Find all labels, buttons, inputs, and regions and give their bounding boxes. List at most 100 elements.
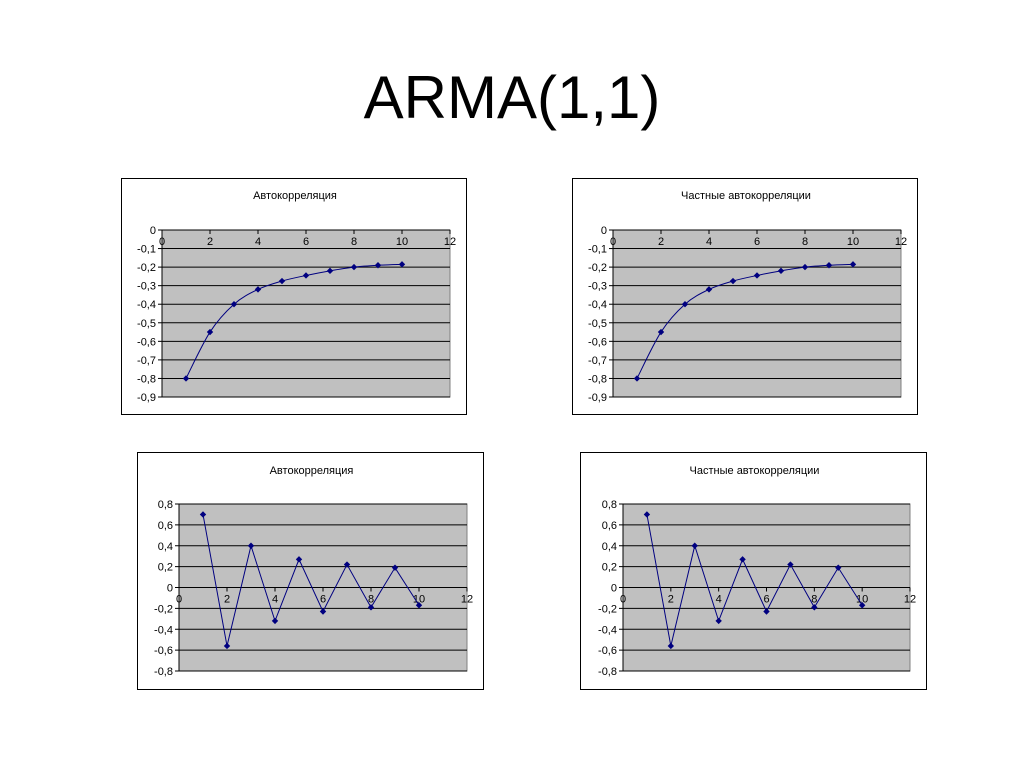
data-point [398, 261, 406, 268]
x-tick-label: 6 [303, 236, 309, 248]
x-tick-label: 0 [176, 594, 182, 606]
plot-area [612, 229, 902, 398]
y-tick-label: -0,4 [588, 299, 607, 311]
y-tick-label: -0,1 [588, 244, 607, 256]
y-tick-label: -0,9 [137, 392, 156, 404]
data-point [753, 272, 761, 279]
chart-title: Частные автокорреляции [681, 190, 811, 202]
y-tick-label: -0,7 [137, 355, 156, 367]
data-point [350, 263, 358, 271]
data-point [199, 511, 207, 518]
data-point [825, 262, 833, 269]
y-tick-label: 0,6 [158, 520, 173, 532]
y-tick-label: 0,2 [158, 562, 173, 574]
data-point [643, 511, 651, 518]
x-tick-label: 10 [847, 236, 859, 248]
data-point [705, 286, 713, 293]
y-tick-label: -0,2 [588, 262, 607, 274]
x-tick-label: 2 [207, 236, 213, 248]
y-tick-label: 0,6 [602, 520, 617, 532]
data-point [849, 261, 857, 268]
y-tick-label: -0,7 [588, 355, 607, 367]
y-tick-label: -0,5 [137, 318, 156, 330]
y-tick-label: 0 [611, 583, 617, 595]
x-tick-label: 12 [444, 236, 456, 248]
data-point [633, 375, 641, 382]
x-tick-label: 4 [255, 236, 261, 248]
chart-title: Частные автокорреляции [690, 465, 820, 477]
x-tick-label: 6 [754, 236, 760, 248]
slide-title: ARMA(1,1) [363, 64, 661, 131]
data-point [374, 262, 382, 269]
data-point [777, 267, 785, 275]
x-tick-label: 2 [658, 236, 664, 248]
x-tick-label: 4 [706, 236, 712, 248]
y-tick-label: -0,9 [588, 392, 607, 404]
y-tick-label: -0,8 [598, 666, 617, 678]
series-line [636, 263, 854, 379]
x-tick-label: 0 [620, 594, 626, 606]
data-point [835, 564, 842, 571]
x-tick-label: 8 [351, 236, 357, 248]
y-tick-label: -0,4 [154, 624, 173, 636]
y-tick-label: 0,4 [158, 541, 173, 553]
chart-title: Автокорреляция [253, 190, 337, 202]
chart-svg: Частные автокорреляции0-0,1-0,2-0,3-0,4-… [588, 190, 907, 404]
x-tick-label: 12 [461, 594, 473, 606]
chart-svg: Частные автокорреляции0,80,60,40,20-0,2-… [598, 465, 916, 678]
y-tick-label: 0 [150, 225, 156, 237]
chart-svg: Автокорреляция0-0,1-0,2-0,3-0,4-0,5-0,6-… [137, 190, 456, 404]
x-tick-label: 12 [895, 236, 907, 248]
chart-pacf-bottom: Частные автокорреляции 0,8 0,6 0,4 0,2 0 -0,2-… [580, 452, 927, 690]
x-tick-label: 6 [763, 594, 769, 606]
series-line [646, 514, 863, 647]
chart-acf-top: Автокорреляция 0 -0,1 -0,2 -0,3 -0,4 -0,5 -0,6-… [121, 178, 467, 415]
x-tick-label: 2 [224, 594, 230, 606]
y-tick-label: -0,8 [154, 666, 173, 678]
chart-title: Автокорреляция [270, 465, 354, 477]
x-tick-label: 12 [904, 594, 916, 606]
y-tick-label: -0,6 [137, 336, 156, 348]
x-tick-label: 10 [856, 594, 868, 606]
y-tick-label: 0,2 [602, 562, 617, 574]
series-line [185, 263, 403, 379]
y-tick-label: -0,6 [598, 645, 617, 657]
y-tick-label: -0,4 [598, 624, 617, 636]
y-tick-label: 0 [167, 583, 173, 595]
data-point [326, 267, 334, 275]
y-tick-label: -0,5 [588, 318, 607, 330]
x-tick-label: 6 [320, 594, 326, 606]
chart-svg: Автокорреляция0,80,60,40,20-0,2-0,4-0,6-… [154, 465, 473, 678]
y-tick-label: -0,2 [154, 603, 173, 615]
chart-acf-bottom: Автокорреляция 0,8 0,6 0,4 0,2 0 -0,2 -0,4 -0,6-… [137, 452, 484, 690]
x-tick-label: 8 [802, 236, 808, 248]
series-line [202, 514, 420, 647]
y-tick-label: -0,2 [598, 603, 617, 615]
y-tick-label: -0,8 [588, 373, 607, 385]
y-tick-label: -0,6 [154, 645, 173, 657]
data-point [182, 375, 190, 382]
x-tick-label: 2 [668, 594, 674, 606]
y-tick-label: -0,3 [588, 281, 607, 293]
y-tick-label: -0,8 [137, 373, 156, 385]
data-point [763, 608, 770, 615]
x-tick-label: 4 [716, 594, 722, 606]
x-tick-label: 4 [272, 594, 278, 606]
data-point [801, 263, 809, 271]
x-tick-label: 8 [368, 594, 374, 606]
y-tick-label: -0,2 [137, 262, 156, 274]
data-point [206, 328, 214, 336]
x-tick-label: 10 [396, 236, 408, 248]
x-tick-label: 10 [413, 594, 425, 606]
data-point [691, 542, 698, 549]
data-point [302, 272, 310, 279]
y-tick-label: -0,4 [137, 299, 156, 311]
plot-area [161, 229, 451, 398]
y-tick-label: 0 [601, 225, 607, 237]
y-tick-label: 0,4 [602, 541, 617, 553]
y-tick-label: 0,8 [158, 499, 173, 511]
data-point [729, 277, 737, 285]
data-point [657, 328, 665, 336]
x-tick-label: 0 [610, 236, 616, 248]
x-tick-label: 0 [159, 236, 165, 248]
